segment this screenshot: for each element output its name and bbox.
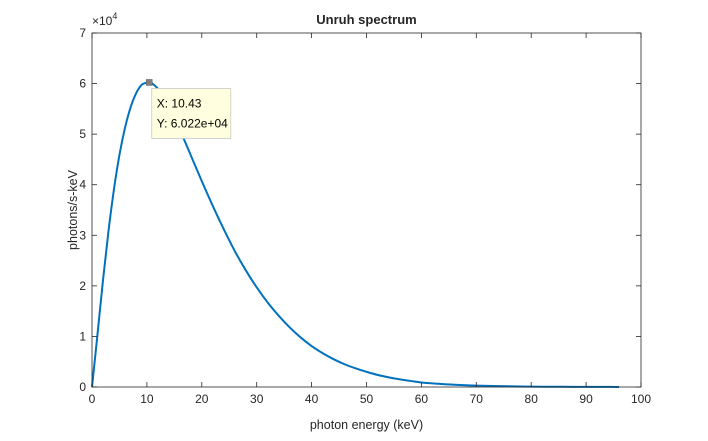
y-tick-label: 2 — [79, 279, 86, 293]
x-axis-label: photon energy (keV) — [310, 418, 423, 432]
y-tick-label: 1 — [79, 329, 86, 343]
x-tick-label: 20 — [195, 392, 209, 406]
x-tick-label: 90 — [579, 392, 593, 406]
series-line — [91, 81, 620, 388]
y-tick-label: 4 — [79, 178, 86, 192]
chart-title: Unruh spectrum — [316, 12, 416, 27]
x-tick-label: 50 — [360, 392, 374, 406]
datatip-y-text: Y: 6.022e+04 — [157, 116, 228, 130]
plot-area — [92, 33, 641, 387]
datatip-x-text: X: 10.43 — [157, 96, 202, 110]
y-exponent-base: ×10 — [92, 14, 113, 28]
x-tick-label: 0 — [89, 392, 96, 406]
y-tick-label: 6 — [79, 77, 86, 91]
y-tick-label: 3 — [79, 228, 86, 242]
series-layer — [91, 81, 620, 388]
datatip-layer[interactable]: X: 10.43 Y: 6.022e+04 — [146, 79, 232, 139]
y-axis-label: photons/s-keV — [66, 169, 80, 250]
x-tick-label: 40 — [305, 392, 319, 406]
datatip-box[interactable] — [151, 88, 232, 139]
y-exponent-power: 4 — [112, 11, 117, 21]
x-tick-label: 60 — [415, 392, 429, 406]
x-tick-label: 30 — [250, 392, 264, 406]
y-tick-label: 0 — [79, 380, 86, 394]
x-tick-label: 100 — [631, 392, 651, 406]
ticks-layer: 0 10 20 30 40 50 60 70 80 90 100 0 1 2 3 4 5 6 7 — [79, 26, 651, 406]
y-axis-exponent: ×104 — [92, 11, 117, 28]
y-tick-label: 7 — [79, 26, 86, 40]
y-tick-label: 5 — [79, 127, 86, 141]
datatip-marker[interactable] — [146, 79, 153, 86]
x-tick-label: 10 — [140, 392, 154, 406]
x-tick-label: 80 — [525, 392, 539, 406]
x-tick-label: 70 — [470, 392, 484, 406]
